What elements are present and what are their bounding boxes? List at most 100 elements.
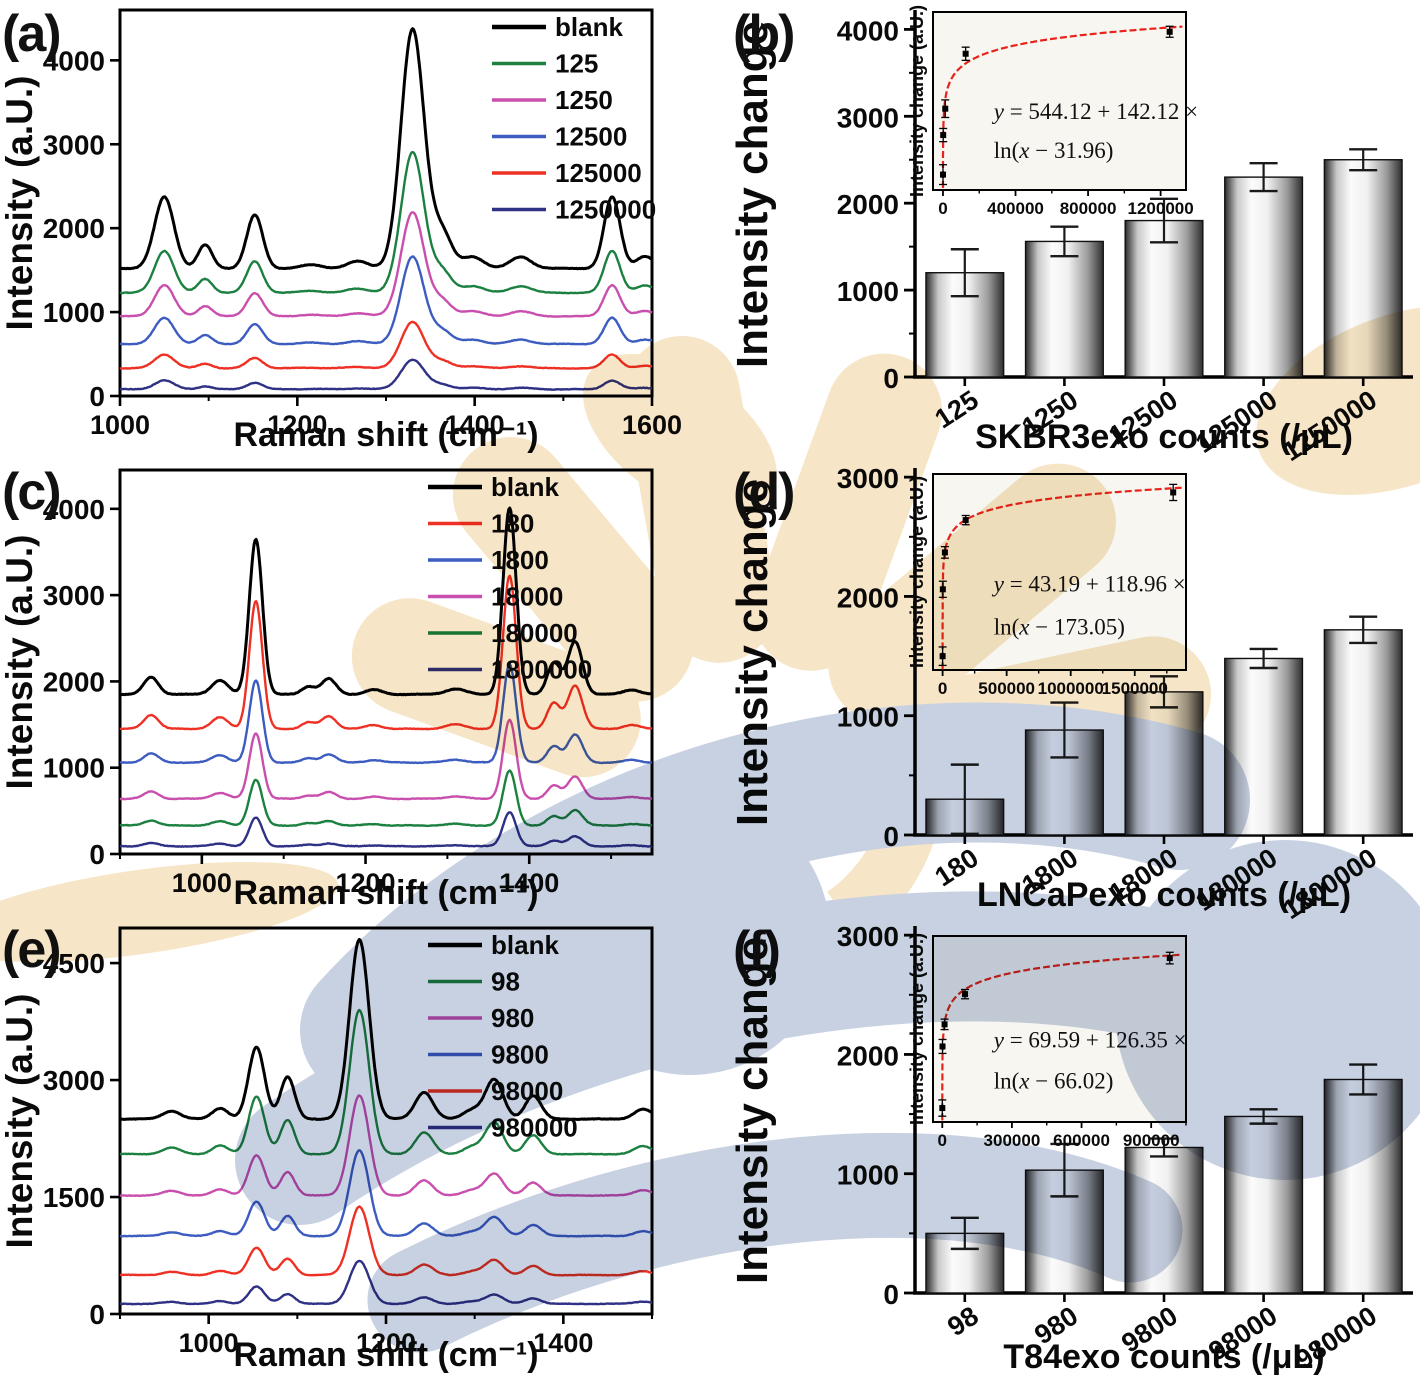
data-point [940, 132, 947, 139]
svg-text:180: 180 [491, 509, 534, 539]
svg-text:3000: 3000 [837, 921, 899, 952]
svg-text:4000: 4000 [43, 45, 105, 76]
fit-equation: y = 544.12 + 142.12 × [992, 99, 1198, 124]
svg-text:1000: 1000 [43, 297, 105, 328]
svg-text:800000: 800000 [1060, 199, 1117, 218]
data-point [941, 549, 948, 556]
x-axis-label: Raman shift (cm⁻¹) [233, 1336, 538, 1374]
svg-text:2000: 2000 [837, 189, 899, 220]
x-axis-label: SKBR3exo counts (/μL) [975, 418, 1353, 456]
spectrum-blank [119, 27, 653, 271]
fit-equation: ln(x − 66.02) [994, 1069, 1114, 1094]
bar-18000 [1124, 691, 1204, 836]
spectrum-125000 [119, 320, 653, 370]
svg-text:4000: 4000 [837, 15, 899, 46]
svg-text:900000: 900000 [1123, 1131, 1180, 1150]
svg-text:980000: 980000 [491, 1113, 578, 1143]
bar-9800 [1124, 1146, 1204, 1294]
svg-text:600000: 600000 [1053, 1131, 1110, 1150]
data-point [962, 50, 969, 57]
svg-text:2000: 2000 [837, 1040, 899, 1071]
category-label: 98 [942, 1301, 984, 1343]
panel-d-letter: (d) [733, 463, 795, 521]
data-point [941, 1021, 948, 1028]
log-fit-inset: 0 400000 800000 1200000 Intensity change (a.… [907, 5, 1198, 218]
svg-text:0: 0 [938, 679, 947, 698]
svg-text:4000: 4000 [43, 494, 105, 525]
svg-text:1500000: 1500000 [1102, 679, 1168, 698]
svg-text:3000: 3000 [43, 1065, 105, 1096]
svg-text:1000: 1000 [43, 753, 105, 784]
y-axis: 0 1000 2000 3000 4000 [43, 45, 120, 412]
plot-frame [118, 8, 654, 398]
panel-c-letter: (c) [2, 463, 62, 521]
svg-text:2000: 2000 [43, 213, 105, 244]
svg-text:1800: 1800 [491, 545, 549, 575]
svg-text:3000: 3000 [837, 102, 899, 133]
svg-text:1000: 1000 [837, 276, 899, 307]
data-point [1170, 489, 1177, 496]
svg-text:0: 0 [938, 1131, 947, 1150]
data-point [1166, 955, 1173, 962]
spectrum-1250000 [119, 358, 653, 391]
svg-text:1250000: 1250000 [555, 195, 656, 225]
svg-text:300000: 300000 [984, 1131, 1041, 1150]
x-axis-label: Raman shift (cm⁻¹) [233, 874, 538, 912]
svg-text:blank: blank [491, 472, 559, 502]
svg-text:18000: 18000 [491, 582, 563, 612]
svg-text:1600: 1600 [622, 410, 682, 440]
panel-b-letter: (b) [733, 5, 795, 63]
svg-text:1800000: 1800000 [491, 655, 592, 685]
inset-y-axis-label: Intensity change (a.U.) [907, 5, 927, 197]
data-point [939, 171, 946, 178]
svg-text:blank: blank [555, 12, 623, 42]
svg-text:1200000: 1200000 [1128, 199, 1194, 218]
panel-e: (e) 1000 1200 1400 0 1500 3000 4500 Raman shift… [0, 916, 660, 1376]
svg-text:3000: 3000 [43, 580, 105, 611]
y-axis-label: Intensity change [728, 479, 777, 826]
svg-text:125000: 125000 [555, 158, 642, 188]
svg-text:0: 0 [883, 363, 899, 394]
svg-text:1400: 1400 [445, 410, 505, 440]
y-axis-label: Intensity change [728, 937, 777, 1284]
data-point [939, 586, 946, 593]
bar-1800000 [1323, 629, 1403, 836]
svg-text:1000: 1000 [837, 1160, 899, 1191]
svg-text:0: 0 [89, 381, 105, 412]
svg-text:180: 180 [930, 843, 984, 893]
data-point [939, 653, 946, 660]
fit-equation: y = 43.19 + 118.96 × [992, 572, 1186, 597]
svg-text:1200: 1200 [267, 410, 327, 440]
y-axis-label: Intensity (a.U.) [0, 76, 40, 331]
spectrum-125 [119, 150, 653, 295]
inset-y-axis-label: Intensity change (a.U.) [907, 933, 927, 1125]
spectrum-1250 [119, 211, 653, 318]
fit-equation: ln(x − 31.96) [994, 138, 1114, 163]
svg-text:1000000: 1000000 [1038, 679, 1104, 698]
svg-text:0: 0 [883, 1279, 899, 1310]
data-point [939, 1105, 946, 1112]
panel-d: (d) 0 1000 2000 3000 180 1800 18000 180000 18000… [715, 458, 1420, 925]
data-point [1166, 28, 1173, 35]
y-axis-label: Intensity (a.U.) [0, 994, 40, 1249]
data-point [962, 517, 969, 524]
svg-text:98: 98 [491, 967, 520, 997]
panel-a: (a) 1000 1200 1400 1600 0 1000 2000 3000 4000 Ram… [0, 0, 682, 456]
y-axis-label: Intensity change [728, 21, 777, 368]
data-point [942, 105, 949, 112]
log-fit-curve [941, 25, 1183, 188]
svg-text:3000: 3000 [43, 129, 105, 160]
bar-12500 [1124, 219, 1204, 378]
svg-text:1250: 1250 [555, 85, 613, 115]
inset-y-axis-label: Intensity change (a.U.) [907, 476, 927, 668]
svg-text:0: 0 [89, 1299, 105, 1330]
svg-text:980: 980 [491, 1003, 534, 1033]
bar-1250000 [1323, 159, 1403, 378]
svg-text:180000: 180000 [491, 618, 578, 648]
